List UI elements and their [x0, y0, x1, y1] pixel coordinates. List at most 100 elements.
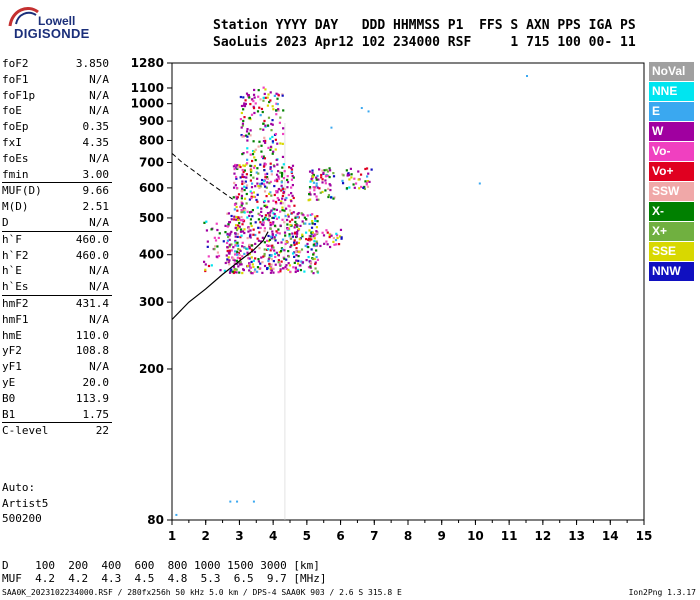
echo-point: [284, 242, 287, 246]
echo-point: [263, 204, 266, 207]
echo-point: [230, 249, 233, 252]
echo-point: [243, 246, 246, 249]
y-tick-label: 800: [139, 133, 164, 147]
param-row: foF1 N/A: [2, 72, 112, 88]
echo-point: [291, 218, 294, 221]
echo-point: [228, 249, 231, 252]
legend-item: X+: [649, 222, 694, 241]
y-tick-label: 900: [139, 114, 164, 128]
echo-point: [352, 183, 355, 186]
echo-point: [264, 141, 267, 144]
auto-label: Auto:: [2, 481, 36, 494]
echo-point: [335, 234, 339, 237]
param-value: N/A: [89, 151, 109, 165]
echo-point: [246, 127, 249, 131]
echo-point: [281, 188, 284, 192]
echo-point: [258, 140, 261, 143]
echo-point: [262, 218, 265, 221]
echo-point: [329, 245, 332, 249]
echo-point: [310, 178, 313, 181]
param-value: 0.35: [82, 120, 110, 134]
echo-point: [315, 184, 318, 188]
y-tick-label: 700: [139, 155, 164, 169]
echo-point: [219, 269, 222, 272]
echo-point: [328, 169, 332, 172]
echo-point: [270, 122, 273, 126]
param-row: hmF1 N/A: [2, 312, 112, 328]
echo-point: [281, 93, 284, 96]
echo-point: [329, 196, 333, 199]
echo-point: [365, 183, 368, 186]
echo-point: [242, 119, 245, 123]
echo-point: [257, 89, 260, 92]
echo-point: [259, 114, 262, 117]
echo-point: [284, 265, 287, 269]
echo-point: [267, 258, 270, 261]
echo-point: [239, 176, 242, 179]
echo-point: [249, 229, 252, 232]
echo-point: [315, 230, 318, 233]
isolated-echo: [236, 500, 239, 503]
echo-point: [321, 190, 324, 194]
echo-point: [228, 252, 231, 255]
echo-point: [244, 180, 247, 183]
param-divider: [2, 230, 112, 232]
echo-point: [310, 238, 313, 241]
echo-point: [241, 271, 244, 275]
echo-point: [240, 200, 243, 203]
echo-point: [226, 259, 229, 263]
echo-point: [296, 232, 299, 235]
echo-point: [237, 216, 240, 219]
y-tick-label: 200: [139, 362, 164, 376]
echo-point: [224, 224, 227, 227]
param-value: 460.0: [75, 248, 109, 262]
param-name: h`F: [2, 232, 22, 246]
echo-point: [238, 262, 241, 265]
echo-point: [230, 218, 233, 221]
echo-point: [241, 218, 245, 222]
echo-point: [253, 164, 256, 168]
echo-point: [293, 239, 296, 242]
echo-point: [315, 176, 318, 179]
echo-point: [315, 178, 318, 181]
echo-point: [253, 111, 256, 115]
echo-point: [224, 231, 227, 234]
echo-point: [283, 221, 286, 224]
echo-point: [257, 212, 260, 215]
echo-point: [263, 252, 266, 256]
echo-point: [279, 171, 282, 174]
echo-point: [241, 122, 245, 125]
echo-point: [290, 170, 293, 174]
echo-point: [253, 150, 256, 153]
echo-point: [309, 187, 312, 190]
echo-point: [262, 255, 265, 258]
echo-point: [259, 262, 262, 265]
echo-point: [246, 236, 249, 240]
echo-point: [321, 181, 324, 184]
echo-point: [226, 246, 229, 249]
echo-point: [250, 182, 254, 185]
echo-point: [241, 187, 244, 190]
echo-point: [243, 231, 246, 235]
echo-point: [267, 200, 270, 203]
y-tick-label: 600: [139, 181, 164, 195]
echo-point: [243, 116, 246, 119]
echo-point: [292, 211, 295, 214]
echo-point: [238, 257, 242, 260]
echo-point: [269, 91, 272, 94]
echo-point: [234, 244, 237, 247]
echo-point: [262, 86, 265, 89]
echo-point: [241, 175, 244, 178]
echo-point: [295, 242, 298, 245]
x-tick-label: 8: [404, 529, 412, 543]
echo-point: [243, 104, 247, 108]
echo-point: [268, 100, 271, 104]
echo-point: [294, 268, 298, 271]
echo-point: [236, 241, 239, 244]
echo-point: [248, 263, 251, 266]
echo-point: [310, 270, 313, 273]
echo-point: [242, 135, 245, 138]
echo-point: [248, 264, 251, 268]
echo-point: [269, 137, 272, 140]
echo-point: [249, 218, 253, 221]
